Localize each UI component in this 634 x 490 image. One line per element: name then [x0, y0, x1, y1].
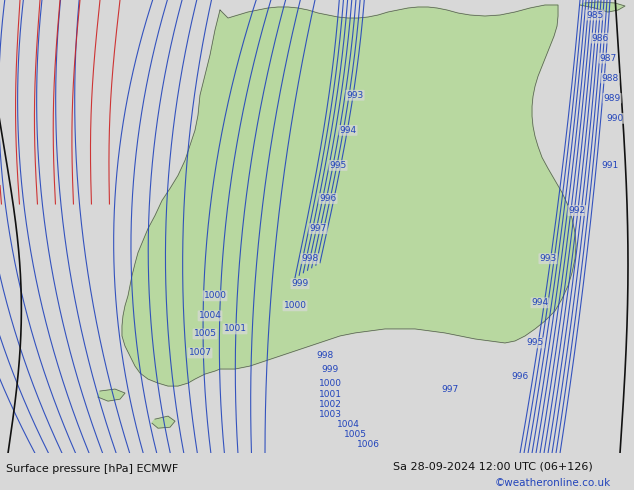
Polygon shape [98, 389, 125, 401]
Text: 1000: 1000 [204, 292, 226, 300]
Text: 1004: 1004 [337, 419, 359, 429]
Text: 1000: 1000 [318, 379, 342, 388]
Text: 987: 987 [599, 54, 617, 63]
Text: 999: 999 [292, 279, 309, 288]
Text: 1000: 1000 [283, 301, 306, 310]
Text: 1001: 1001 [224, 324, 247, 333]
Text: 994: 994 [339, 126, 356, 135]
Text: 998: 998 [301, 254, 319, 263]
Polygon shape [152, 416, 175, 428]
Text: 996: 996 [512, 371, 529, 381]
Text: 995: 995 [330, 161, 347, 170]
Text: 990: 990 [606, 114, 624, 123]
Text: 993: 993 [540, 254, 557, 263]
Polygon shape [122, 5, 576, 386]
Text: 998: 998 [316, 351, 333, 361]
Text: 1004: 1004 [198, 311, 221, 320]
Text: 994: 994 [531, 298, 548, 307]
Text: 1006: 1006 [356, 440, 380, 449]
Text: 997: 997 [309, 224, 327, 233]
Text: Sa 28-09-2024 12:00 UTC (06+126): Sa 28-09-2024 12:00 UTC (06+126) [393, 461, 593, 471]
Text: 1005: 1005 [344, 430, 366, 439]
Text: Surface pressure [hPa] ECMWF: Surface pressure [hPa] ECMWF [6, 464, 179, 474]
Text: 996: 996 [320, 194, 337, 203]
Text: 985: 985 [586, 11, 604, 20]
Text: 995: 995 [526, 339, 543, 347]
Text: 999: 999 [321, 365, 339, 373]
Text: 1005: 1005 [193, 329, 216, 339]
Text: 993: 993 [346, 91, 364, 100]
Text: ©weatheronline.co.uk: ©weatheronline.co.uk [495, 478, 611, 489]
Text: 992: 992 [569, 206, 586, 215]
Polygon shape [580, 2, 625, 12]
Text: 988: 988 [602, 74, 619, 83]
Text: 1007: 1007 [188, 348, 212, 358]
Text: 986: 986 [592, 34, 609, 43]
Text: 1003: 1003 [318, 410, 342, 418]
Text: 991: 991 [602, 161, 619, 170]
Text: 997: 997 [441, 385, 458, 393]
Text: 1001: 1001 [318, 390, 342, 398]
Text: 989: 989 [604, 94, 621, 103]
Text: 1002: 1002 [318, 400, 342, 409]
